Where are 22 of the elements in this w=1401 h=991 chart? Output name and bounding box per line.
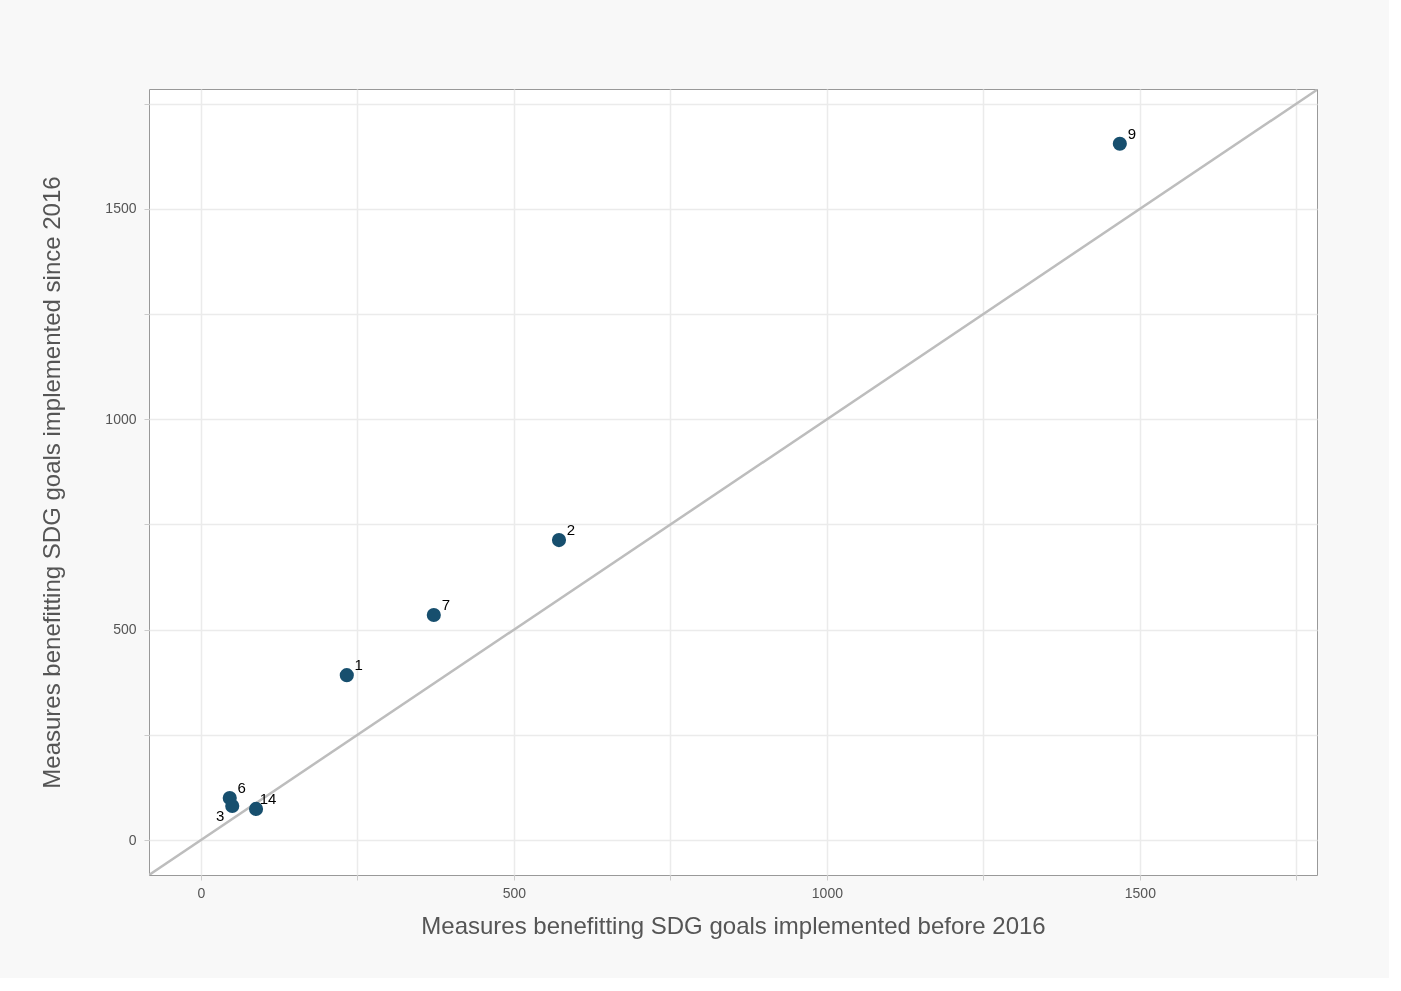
point xyxy=(551,533,567,548)
annotation: 2 xyxy=(566,521,576,539)
y-tick-label: 0 xyxy=(128,831,137,848)
annotation: 7 xyxy=(441,595,450,613)
x-tick-label: 1500 xyxy=(1124,884,1157,901)
y-tick-label: 1500 xyxy=(105,200,137,217)
point xyxy=(426,607,441,623)
annotation: 1 xyxy=(354,656,363,674)
x-tick-label: 0 xyxy=(197,884,206,901)
x-tick-label: 500 xyxy=(502,884,527,901)
point xyxy=(339,668,354,683)
point xyxy=(1112,136,1127,151)
x-tick-label: 1000 xyxy=(811,884,844,901)
x-axis-title: Measures benefitting SDG goals implemented before 2016 xyxy=(421,911,1046,939)
annotation: 3 xyxy=(216,806,225,824)
y-axis-title: Measures benefitting SDG goals implemented since 2016 xyxy=(38,176,66,789)
point xyxy=(225,798,240,814)
y-tick-label: 500 xyxy=(113,621,137,638)
annotation: 9 xyxy=(1127,124,1136,142)
annotation: 14 xyxy=(259,789,277,807)
annotation: 6 xyxy=(237,779,246,796)
y-tick-label: 1000 xyxy=(105,410,137,427)
